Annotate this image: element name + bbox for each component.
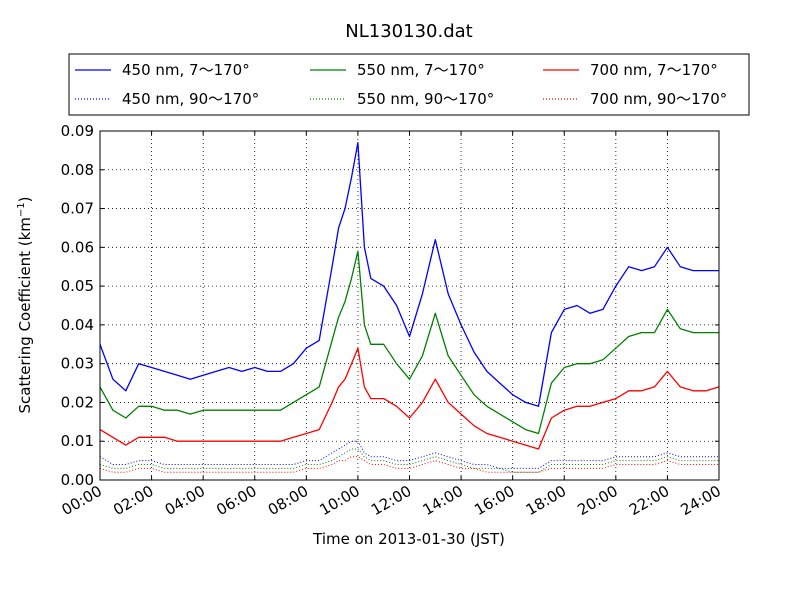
series-line-0 xyxy=(99,141,719,407)
x-tick-label: 06:00 xyxy=(213,482,259,519)
legend-box xyxy=(68,53,750,116)
y-tick-label: 0.02 xyxy=(61,393,94,411)
x-tick-label: 20:00 xyxy=(574,482,620,519)
legend-label-0: 450 nm, 7～170° xyxy=(122,61,250,79)
legend-label-4: 550 nm, 90～170° xyxy=(357,90,494,108)
y-tick-label: 0.06 xyxy=(61,238,94,256)
legend-label-5: 700 nm, 90～170° xyxy=(590,90,727,108)
axis-ticks xyxy=(99,130,720,481)
y-axis-label-close: ) xyxy=(16,196,34,202)
x-tick-label: 22:00 xyxy=(626,482,672,519)
x-tick-labels: 00:00 02:00 04:00 06:00 08:00 10:00 12:00 14:00… xyxy=(59,482,724,519)
x-tick-label: 14:00 xyxy=(420,482,466,519)
x-tick-label: 10:00 xyxy=(316,482,362,519)
y-tick-label: 0.05 xyxy=(61,277,94,295)
series-line-2 xyxy=(99,347,720,450)
y-tick-label: 0.09 xyxy=(61,122,94,140)
y-tick-labels: 0.00 0.01 0.02 0.03 0.04 0.05 0.06 0.07 0.08 0.09 xyxy=(61,122,94,489)
chart-title: NL130130.dat xyxy=(345,21,472,42)
y-tick-label: 0.00 xyxy=(61,471,94,489)
y-axis-label: Scattering Coefficient (km−1) xyxy=(16,196,34,413)
x-tick-label: 02:00 xyxy=(110,482,156,519)
legend-label-1: 550 nm, 7～170° xyxy=(357,61,485,79)
y-tick-label: 0.08 xyxy=(61,161,94,179)
series-line-5 xyxy=(99,456,719,473)
y-tick-label: 0.04 xyxy=(61,316,94,334)
y-tick-label: 0.03 xyxy=(61,355,94,373)
x-tick-label: 24:00 xyxy=(678,482,724,519)
grid xyxy=(99,130,720,481)
legend-label-2: 700 nm, 7～170° xyxy=(590,61,718,79)
x-tick-label: 16:00 xyxy=(471,482,517,519)
series-line-4 xyxy=(99,448,719,473)
y-axis-label-superscript: −1 xyxy=(16,202,27,217)
x-tick-label: 04:00 xyxy=(162,482,208,519)
series-line-1 xyxy=(99,250,719,435)
legend-label-3: 450 nm, 90～170° xyxy=(122,90,259,108)
x-tick-label: 08:00 xyxy=(265,482,311,519)
x-axis-label: Time on 2013-01-30 (JST) xyxy=(312,530,505,548)
y-tick-label: 0.07 xyxy=(61,200,94,218)
series-layer xyxy=(99,141,720,473)
x-tick-label: 18:00 xyxy=(523,482,569,519)
y-tick-label: 0.01 xyxy=(61,432,94,450)
x-tick-label: 12:00 xyxy=(368,482,414,519)
legend: 450 nm, 7～170° 550 nm, 7～170° 700 nm, 7～17… xyxy=(68,53,750,116)
y-axis-label-main: Scattering Coefficient (km xyxy=(16,217,34,413)
